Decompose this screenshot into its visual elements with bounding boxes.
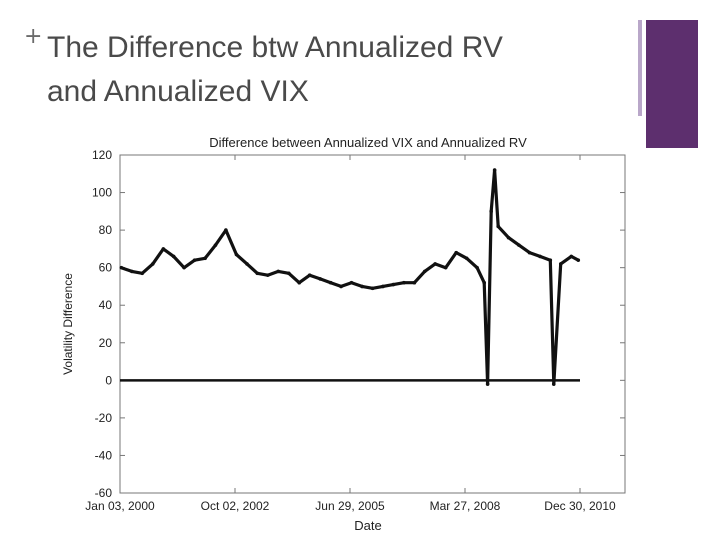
data-point	[391, 282, 396, 287]
data-point	[318, 277, 323, 281]
data-point	[360, 284, 364, 289]
accent-bar-thin	[638, 20, 642, 116]
data-point	[245, 262, 249, 266]
y-tick-label: 40	[99, 298, 113, 312]
data-point	[558, 262, 563, 266]
data-point	[161, 247, 166, 251]
data-point	[224, 228, 228, 232]
data-point	[482, 280, 486, 285]
y-tick-label: -60	[95, 486, 113, 500]
data-point	[551, 382, 556, 386]
series-line	[120, 168, 580, 386]
data-point	[475, 265, 479, 270]
data-point	[569, 254, 574, 259]
data-point	[422, 269, 427, 274]
data-point	[485, 382, 490, 386]
y-tick-label: 120	[92, 148, 112, 162]
data-point	[370, 286, 375, 291]
data-point	[265, 273, 270, 277]
data-point	[496, 224, 500, 229]
chart-title: Difference between Annualized VIX and An…	[209, 135, 527, 150]
y-tick-label: 80	[99, 223, 113, 237]
y-tick-label: -40	[95, 448, 113, 462]
data-point	[538, 254, 542, 259]
data-point	[339, 284, 343, 289]
bullet-plus-icon: +	[24, 24, 43, 49]
slide-title-line-2: and Annualized VIX	[47, 75, 309, 108]
y-tick-label: 60	[99, 261, 113, 275]
x-axis-label: Date	[354, 518, 381, 533]
data-point	[517, 243, 521, 247]
data-point	[412, 280, 417, 285]
plot-area-frame	[119, 154, 626, 494]
data-point	[548, 258, 553, 262]
slide-title-line-1: The Difference btw Annualized RV	[47, 31, 503, 64]
y-axis-label: Volatility Difference	[61, 273, 75, 375]
x-tick-label: Jan 03, 2000	[85, 499, 155, 513]
data-point	[192, 258, 197, 262]
data-point	[328, 280, 333, 285]
data-point	[297, 280, 302, 285]
data-point	[527, 250, 532, 255]
data-point	[307, 273, 312, 277]
data-point	[454, 250, 459, 255]
data-point	[130, 269, 134, 274]
data-point	[492, 168, 497, 172]
data-point	[506, 235, 511, 240]
data-point	[182, 265, 186, 270]
data-point	[171, 254, 176, 259]
data-point	[443, 265, 448, 270]
y-tick-label: 20	[99, 336, 113, 350]
slide-title: The Difference btw Annualized RV and Ann…	[47, 26, 627, 114]
data-point	[203, 256, 207, 261]
data-point	[576, 258, 581, 262]
data-point	[402, 280, 406, 285]
data-point	[234, 252, 239, 257]
x-tick-label: Jun 29, 2005	[315, 499, 385, 513]
x-tick-label: Mar 27, 2008	[430, 499, 501, 513]
data-point	[349, 280, 354, 285]
y-tick-label: -20	[95, 411, 113, 425]
data-point	[213, 243, 218, 247]
accent-bar-thick	[646, 20, 698, 148]
data-point	[464, 256, 469, 261]
data-point	[255, 271, 260, 276]
data-point	[140, 271, 145, 276]
y-tick-label: 0	[105, 373, 112, 387]
x-tick-label: Oct 02, 2002	[201, 499, 270, 513]
data-point	[150, 262, 155, 266]
data-point	[381, 284, 385, 289]
data-point	[287, 271, 291, 276]
y-tick-label: 100	[92, 186, 112, 200]
data-point	[433, 262, 437, 266]
data-point	[119, 265, 124, 270]
data-point	[489, 209, 493, 214]
data-point	[276, 269, 281, 274]
x-tick-label: Dec 30, 2010	[544, 499, 616, 513]
